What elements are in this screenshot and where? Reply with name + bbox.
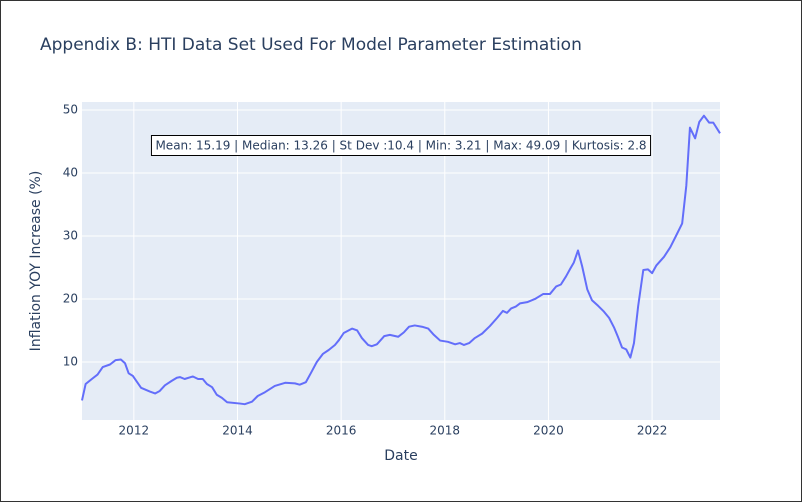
x-tick-label: 2022 (637, 424, 668, 438)
x-tick-label: 2020 (533, 424, 564, 438)
chart-title: Appendix B: HTI Data Set Used For Model … (40, 35, 582, 55)
y-tick-label: 30 (63, 228, 78, 242)
y-tick-label: 40 (63, 165, 78, 179)
y-tick-label: 10 (63, 354, 78, 368)
x-axis-title: Date (384, 448, 417, 464)
x-tick-label: 2016 (326, 424, 357, 438)
x-tick-label: 2014 (222, 424, 253, 438)
line (81, 114, 721, 406)
x-tick-label: 2018 (430, 424, 461, 438)
x-tick-label: 2012 (119, 424, 150, 438)
y-axis-title: Inflation YOY Increase (%) (28, 171, 44, 352)
y-tick-label: 50 (63, 103, 78, 117)
annotation: Mean: 15.19 | Median: 13.26 | St Dev :10… (155, 139, 646, 153)
annotation-box (150, 135, 652, 156)
y-tick-label: 20 (63, 291, 78, 305)
